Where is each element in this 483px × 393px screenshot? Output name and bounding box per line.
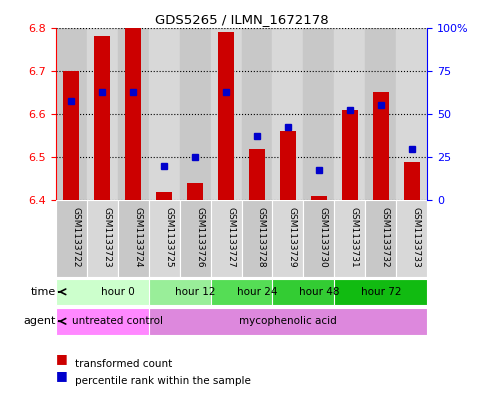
Bar <box>56 308 180 334</box>
Text: GSM1133727: GSM1133727 <box>226 207 235 267</box>
Bar <box>373 92 389 200</box>
Bar <box>117 200 149 277</box>
Bar <box>303 28 334 200</box>
Bar <box>180 28 211 200</box>
Bar <box>56 279 180 305</box>
Bar <box>342 110 358 200</box>
Bar <box>86 200 117 277</box>
Bar <box>366 28 397 200</box>
Text: GSM1133725: GSM1133725 <box>164 207 173 267</box>
Text: hour 0: hour 0 <box>100 287 134 297</box>
Bar <box>249 149 265 200</box>
Bar <box>272 279 366 305</box>
Text: transformed count: transformed count <box>75 358 172 369</box>
Bar <box>94 36 110 200</box>
Bar <box>272 200 303 277</box>
Bar <box>117 28 149 200</box>
Bar <box>180 200 211 277</box>
Bar <box>86 28 117 200</box>
Text: GSM1133731: GSM1133731 <box>350 207 359 267</box>
Text: GSM1133726: GSM1133726 <box>195 207 204 267</box>
Bar <box>272 28 303 200</box>
Bar <box>397 28 427 200</box>
Text: GSM1133733: GSM1133733 <box>412 207 421 267</box>
Text: GSM1133724: GSM1133724 <box>133 207 142 267</box>
Bar <box>56 28 86 200</box>
Text: GSM1133732: GSM1133732 <box>381 207 390 267</box>
Bar <box>187 183 203 200</box>
Text: time: time <box>30 287 56 297</box>
Bar <box>211 279 303 305</box>
Text: ■: ■ <box>56 352 67 365</box>
Bar <box>303 200 334 277</box>
Bar <box>334 200 366 277</box>
Bar <box>218 32 234 200</box>
Text: percentile rank within the sample: percentile rank within the sample <box>75 376 251 386</box>
Bar <box>156 192 172 200</box>
Bar <box>63 71 79 200</box>
Title: GDS5265 / ILMN_1672178: GDS5265 / ILMN_1672178 <box>155 13 328 26</box>
Text: ■: ■ <box>56 369 67 382</box>
Text: GSM1133730: GSM1133730 <box>319 207 328 267</box>
Text: mycophenolic acid: mycophenolic acid <box>239 316 337 326</box>
Bar <box>211 28 242 200</box>
Bar <box>404 162 420 200</box>
Bar <box>149 28 180 200</box>
Text: hour 12: hour 12 <box>175 287 215 297</box>
Bar <box>125 28 141 200</box>
Bar <box>242 200 272 277</box>
Bar <box>334 28 366 200</box>
Text: GSM1133729: GSM1133729 <box>288 207 297 267</box>
Bar <box>311 196 327 200</box>
Bar <box>397 200 427 277</box>
Text: untreated control: untreated control <box>72 316 163 326</box>
Bar <box>211 200 242 277</box>
Bar <box>280 131 296 200</box>
Bar <box>366 200 397 277</box>
Bar <box>149 200 180 277</box>
Text: GSM1133728: GSM1133728 <box>257 207 266 267</box>
Text: agent: agent <box>23 316 56 326</box>
Text: GSM1133722: GSM1133722 <box>71 207 80 267</box>
Text: hour 48: hour 48 <box>298 287 339 297</box>
Text: hour 24: hour 24 <box>237 287 277 297</box>
Text: GSM1133723: GSM1133723 <box>102 207 111 267</box>
Bar <box>149 279 242 305</box>
Bar <box>149 308 427 334</box>
Bar <box>56 200 86 277</box>
Text: hour 72: hour 72 <box>361 287 401 297</box>
Bar <box>242 28 272 200</box>
Bar <box>334 279 427 305</box>
